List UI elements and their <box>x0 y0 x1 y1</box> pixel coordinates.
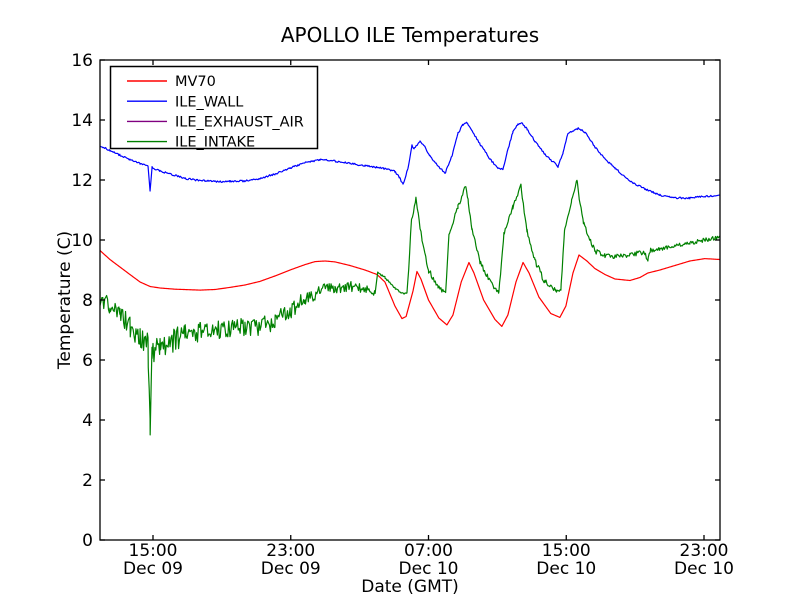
x-tick-label-date: Dec 10 <box>399 559 459 579</box>
series-line-ile_intake <box>100 179 720 436</box>
x-axis-label: Date (GMT) <box>361 577 459 597</box>
y-tick-label: 0 <box>82 531 93 551</box>
x-tick-label-time: 23:00 <box>266 541 315 561</box>
series-line-ile_wall <box>100 121 720 200</box>
legend-label-ile_wall: ILE_WALL <box>175 94 243 110</box>
x-tick-label-date: Dec 09 <box>261 559 321 579</box>
legend-label-ile_exhaust_air: ILE_EXHAUST_AIR <box>175 114 304 130</box>
legend-label-mv70: MV70 <box>175 74 216 90</box>
series-line-mv70 <box>100 250 720 327</box>
x-tick-label-time: 23:00 <box>680 541 729 561</box>
x-tick-label-date: Dec 10 <box>674 559 734 579</box>
y-axis-label: Temperature (C) <box>55 231 75 370</box>
y-tick-label: 2 <box>82 471 93 491</box>
legend: MV70 ILE_WALL ILE_EXHAUST_AIR ILE_INTAKE <box>109 65 319 151</box>
x-tick-label-date: Dec 09 <box>123 559 183 579</box>
chart-title: APOLLO ILE Temperatures <box>281 23 539 47</box>
ticks-layer <box>100 59 720 541</box>
y-tick-label: 4 <box>82 411 93 431</box>
y-tick-label: 6 <box>82 351 93 371</box>
x-tick-label-time: 15:00 <box>129 541 178 561</box>
legend-label-ile_intake: ILE_INTAKE <box>175 135 255 151</box>
y-tick-label: 16 <box>71 51 93 71</box>
y-tick-label: 14 <box>71 111 93 131</box>
y-tick-label: 12 <box>71 171 93 191</box>
legend-box <box>109 65 319 150</box>
series-layer <box>100 121 720 436</box>
y-tick-label: 10 <box>71 231 93 251</box>
x-tick-label-time: 15:00 <box>542 541 591 561</box>
x-tick-label-date: Dec 10 <box>536 559 596 579</box>
x-tick-label-time: 07:00 <box>404 541 453 561</box>
y-tick-label: 8 <box>82 291 93 311</box>
